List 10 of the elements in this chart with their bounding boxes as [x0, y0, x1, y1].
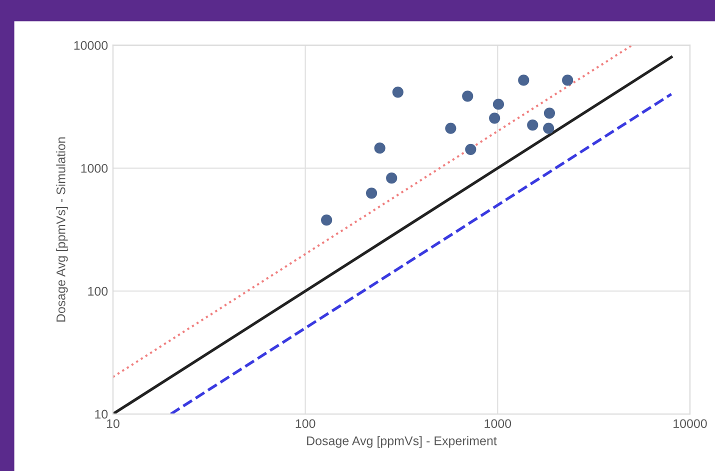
y-axis-title: Dosage Avg [ppmVs] - Simulation [56, 137, 68, 322]
x-axis-title: Dosage Avg [ppmVs] - Experiment [307, 436, 497, 448]
y-tick-label: 10000 [74, 41, 108, 50]
x-tick-label: 10000 [674, 419, 707, 428]
y-tick-label: 10 [95, 410, 108, 419]
y-tick-label: 1000 [81, 164, 108, 173]
x-tick-label: 100 [296, 419, 316, 428]
x-tick-label: 10 [106, 419, 120, 428]
x-tick-label: 1000 [484, 419, 512, 428]
y-tick-label: 100 [88, 286, 108, 296]
